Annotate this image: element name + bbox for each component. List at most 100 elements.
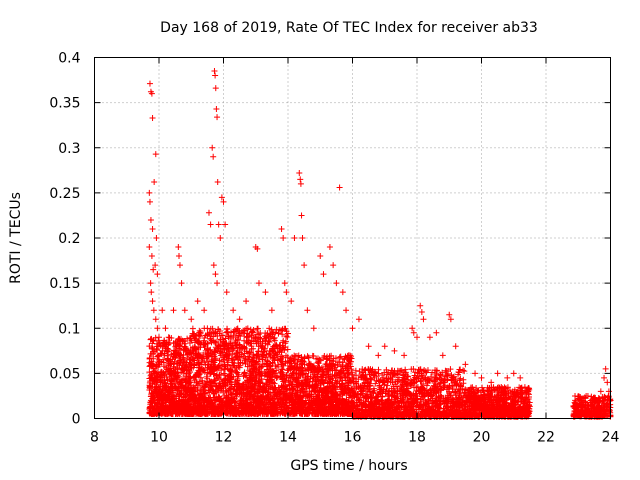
data-point	[156, 391, 163, 398]
data-point	[176, 384, 183, 391]
data-point	[146, 405, 153, 412]
data-point	[167, 395, 174, 402]
data-point	[279, 331, 286, 338]
data-point	[154, 386, 161, 393]
data-point	[174, 404, 181, 411]
data-point	[183, 355, 190, 362]
data-point	[169, 401, 176, 408]
data-point	[185, 378, 192, 385]
data-point	[160, 339, 167, 346]
data-point	[154, 353, 161, 360]
data-point	[158, 410, 165, 417]
data-point	[179, 400, 186, 407]
data-point	[180, 375, 187, 382]
data-point	[174, 340, 181, 347]
data-points	[146, 68, 614, 420]
data-point	[179, 362, 186, 369]
data-point	[158, 397, 165, 404]
data-point	[158, 369, 165, 376]
grid-lines	[94, 57, 611, 419]
data-point	[174, 385, 181, 392]
data-point	[146, 359, 153, 366]
data-point	[152, 334, 159, 341]
data-point	[172, 372, 179, 379]
data-point	[148, 351, 155, 358]
data-point	[147, 336, 154, 343]
data-point	[188, 337, 195, 344]
data-point	[186, 379, 193, 386]
data-point	[181, 384, 188, 391]
data-point	[170, 404, 177, 411]
data-point	[173, 373, 180, 380]
data-point	[183, 388, 190, 395]
data-point	[169, 356, 176, 363]
data-point	[159, 400, 166, 407]
data-point	[169, 386, 176, 393]
data-point	[149, 363, 156, 370]
data-point	[159, 342, 166, 349]
data-point	[165, 388, 172, 395]
data-point	[183, 363, 190, 370]
data-point	[163, 384, 170, 391]
data-point	[180, 357, 187, 364]
data-point	[148, 371, 155, 378]
data-point	[154, 379, 161, 386]
data-point	[183, 404, 190, 411]
data-point	[174, 360, 181, 367]
data-point	[178, 365, 185, 372]
data-point	[176, 391, 183, 398]
data-point	[176, 409, 183, 416]
data-point	[148, 344, 155, 351]
data-point	[147, 404, 154, 411]
data-point	[149, 397, 156, 404]
data-point	[154, 373, 161, 380]
data-point	[284, 333, 291, 340]
data-point	[184, 402, 191, 409]
data-point	[177, 346, 184, 353]
data-point	[155, 352, 162, 359]
data-point	[177, 355, 184, 362]
data-point	[172, 354, 179, 361]
data-point	[183, 373, 190, 380]
data-point	[166, 366, 173, 373]
data-point	[163, 373, 170, 380]
data-point	[165, 358, 172, 365]
data-point	[164, 391, 171, 398]
data-point	[148, 398, 155, 405]
data-point	[254, 325, 261, 332]
data-point	[182, 345, 189, 352]
data-point	[146, 384, 153, 391]
data-point	[158, 351, 165, 358]
data-point	[150, 338, 157, 345]
data-point	[160, 356, 167, 363]
data-point	[164, 348, 171, 355]
data-point	[175, 397, 182, 404]
data-point	[159, 383, 166, 390]
data-point	[165, 410, 172, 417]
data-point	[159, 369, 166, 376]
data-point	[172, 366, 179, 373]
data-point	[150, 376, 157, 383]
data-point	[224, 328, 231, 335]
data-point	[152, 369, 159, 376]
data-point	[180, 396, 187, 403]
data-point	[163, 402, 170, 409]
data-point	[152, 380, 159, 387]
data-point	[151, 368, 158, 375]
data-point	[161, 350, 168, 357]
data-point	[168, 378, 175, 385]
data-point	[181, 337, 188, 344]
data-point	[149, 345, 156, 352]
data-point	[155, 404, 162, 411]
data-point	[150, 393, 157, 400]
data-point	[183, 367, 190, 374]
data-point	[189, 325, 196, 332]
data-point	[154, 395, 161, 402]
data-point	[160, 405, 167, 412]
data-point	[175, 335, 182, 342]
data-point	[161, 377, 168, 384]
data-point	[163, 347, 170, 354]
chart-title: Day 168 of 2019, Rate Of TEC Index for r…	[160, 20, 538, 36]
data-point	[152, 400, 159, 407]
